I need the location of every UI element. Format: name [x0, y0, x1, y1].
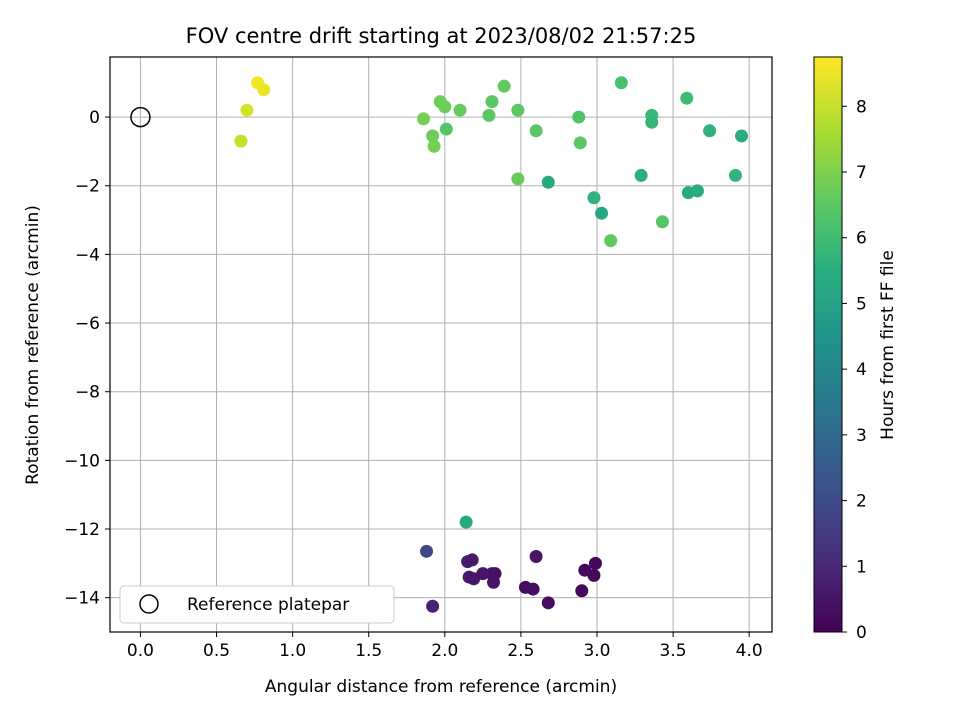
reference-marker: [130, 106, 151, 128]
data-point: [511, 103, 525, 117]
data-point: [485, 95, 499, 109]
data-point: [234, 134, 248, 148]
data-point: [438, 100, 452, 114]
colorbar-tick-label: 7: [856, 163, 867, 183]
x-tick-label: 4.0: [736, 641, 763, 661]
data-point: [476, 567, 490, 581]
colorbar-gradient: [813, 56, 843, 633]
data-point: [634, 168, 648, 182]
x-tick-label: 3.0: [583, 641, 610, 661]
reference-point: [130, 106, 151, 128]
x-tick-label: 2.0: [431, 641, 458, 661]
legend-box: [119, 585, 395, 624]
data-point: [680, 91, 694, 105]
data-point: [614, 76, 628, 90]
x-tick-label: 1.0: [279, 641, 306, 661]
data-point: [426, 129, 440, 143]
colorbar-ticks: 0 1 2 3 4 5 6 7 8: [842, 97, 867, 643]
data-point: [573, 136, 587, 150]
data-point: [257, 83, 271, 97]
data-point: [735, 129, 749, 143]
data-point: [426, 599, 440, 613]
data-point: [453, 103, 467, 117]
y-tick-label: −10: [64, 451, 100, 471]
data-point: [541, 596, 555, 610]
data-point: [728, 168, 742, 182]
y-tick-label: −14: [64, 589, 100, 609]
data-point: [459, 515, 473, 529]
plot-frame: [109, 56, 773, 633]
data-point: [529, 124, 543, 138]
data-point: [482, 108, 496, 122]
grid-lines: [110, 57, 772, 632]
data-points: [234, 76, 749, 613]
colorbar: 0 1 2 3 4 5 6 7 8 Hours from first FF file: [813, 56, 898, 643]
y-tick-label: −8: [75, 383, 100, 403]
data-point: [488, 567, 502, 581]
data-point: [420, 544, 434, 558]
x-tick-label: 0.5: [203, 641, 230, 661]
y-tick-label: −6: [75, 314, 100, 334]
data-point: [655, 215, 669, 229]
colorbar-label: Hours from first FF file: [878, 250, 898, 440]
x-tick-label: 1.5: [355, 641, 382, 661]
data-point: [240, 103, 254, 117]
data-point: [587, 568, 601, 582]
y-axis-label: Rotation from reference (arcmin): [23, 205, 43, 485]
y-tick-label: 0: [89, 108, 100, 128]
data-point: [595, 206, 609, 220]
data-point: [645, 115, 659, 129]
data-point: [511, 172, 525, 186]
colorbar-tick-label: 2: [856, 492, 867, 512]
data-point: [703, 124, 717, 138]
x-axis-label: Angular distance from reference (arcmin): [265, 677, 617, 697]
data-point: [427, 139, 441, 153]
data-point: [465, 553, 479, 567]
data-point: [587, 191, 601, 205]
legend-label: Reference platepar: [187, 595, 349, 615]
data-point: [572, 110, 586, 124]
data-point: [604, 234, 618, 248]
data-point: [690, 184, 704, 198]
data-point: [526, 582, 540, 596]
colorbar-tick-label: 8: [856, 97, 867, 117]
data-point: [529, 549, 543, 563]
x-tick-label: 3.5: [660, 641, 687, 661]
colorbar-tick-label: 3: [856, 426, 867, 446]
colorbar-tick-label: 5: [856, 294, 867, 314]
colorbar-tick-label: 6: [856, 229, 867, 249]
chart-title: FOV centre drift starting at 2023/08/02 …: [186, 24, 697, 48]
data-point: [416, 112, 430, 126]
colorbar-tick-label: 4: [856, 360, 867, 380]
x-tick-label: 2.5: [507, 641, 534, 661]
x-tick-label: 0.0: [127, 641, 154, 661]
legend: Reference platepar: [119, 585, 395, 624]
data-point: [439, 122, 453, 136]
data-point: [575, 584, 589, 598]
colorbar-tick-label: 1: [856, 557, 867, 577]
x-axis-ticks: 0.0 0.5 1.0 1.5 2.0 2.5 3.0 3.5 4.0: [127, 632, 763, 661]
colorbar-tick-label: 0: [856, 623, 867, 643]
y-axis-ticks: 0 −2 −4 −6 −8 −10 −12 −14: [64, 108, 110, 609]
y-tick-label: −4: [75, 245, 100, 265]
y-tick-label: −12: [64, 520, 100, 540]
data-point: [541, 175, 555, 189]
legend-marker: [139, 594, 159, 614]
data-point: [588, 556, 602, 570]
data-point: [497, 79, 511, 93]
y-tick-label: −2: [75, 177, 100, 197]
